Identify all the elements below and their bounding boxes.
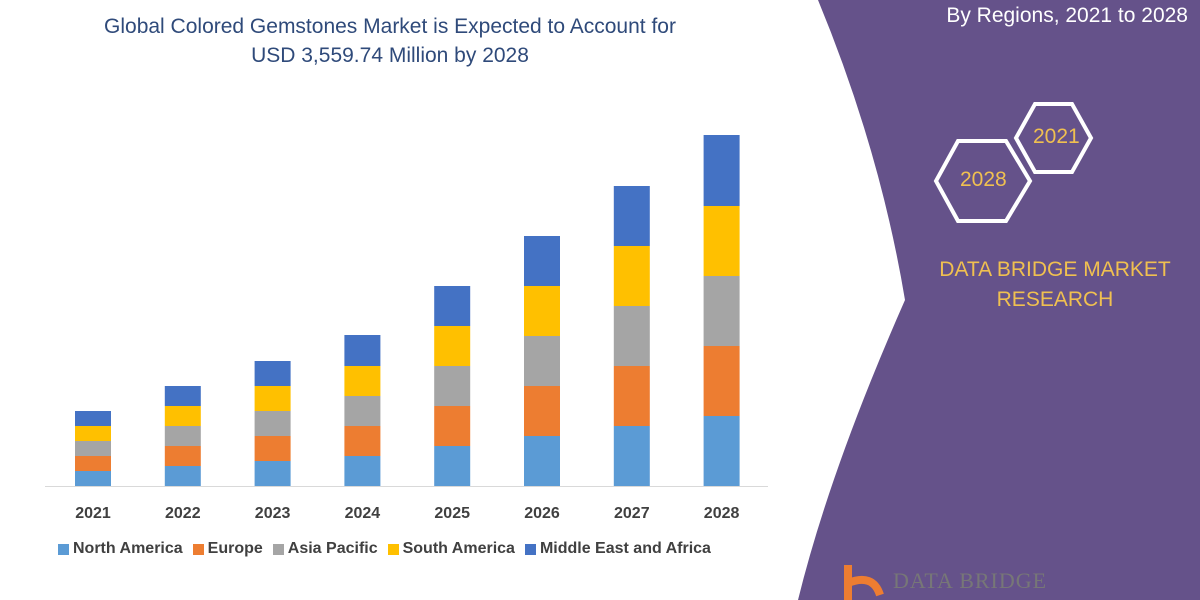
bar-segment-2027-3 bbox=[613, 246, 650, 306]
bar-segment-2026-3 bbox=[524, 286, 560, 336]
legend-label: North America bbox=[73, 540, 183, 557]
hex-year-2021: 2021 bbox=[1033, 125, 1080, 148]
x-tick-label: 2023 bbox=[255, 505, 291, 522]
bar-segment-2027-1 bbox=[613, 366, 650, 426]
chart-title: Global Colored Gemstones Market is Expec… bbox=[40, 12, 740, 70]
brand-line-2: RESEARCH bbox=[996, 288, 1114, 311]
x-tick-label: 2026 bbox=[524, 505, 560, 522]
legend-swatch bbox=[272, 543, 284, 555]
bar-segment-2021-0 bbox=[75, 471, 111, 486]
legend-swatch bbox=[387, 543, 399, 555]
title-line-1: Global Colored Gemstones Market is Expec… bbox=[104, 15, 676, 38]
hexagon-2021 bbox=[1013, 102, 1094, 174]
bar-segment-2021-2 bbox=[75, 441, 111, 456]
bar-segment-2022-0 bbox=[164, 466, 201, 486]
purple-side-panel bbox=[798, 0, 1200, 600]
bar-segment-2026-4 bbox=[524, 236, 560, 286]
bar-segment-2025-4 bbox=[434, 286, 471, 326]
bar-segment-2023-4 bbox=[254, 361, 291, 386]
x-tick-label: 2027 bbox=[614, 505, 650, 522]
bar-segment-2021-1 bbox=[75, 456, 111, 471]
x-tick-label: 2021 bbox=[75, 505, 111, 522]
brand-name: DATA BRIDGE MARKET RESEARCH bbox=[920, 255, 1190, 315]
bar-segment-2025-2 bbox=[434, 366, 471, 406]
bar-segment-2028-1 bbox=[703, 346, 740, 416]
x-tick-label: 2024 bbox=[345, 505, 381, 522]
bar-segment-2024-3 bbox=[344, 366, 381, 396]
bar-segment-2023-2 bbox=[254, 411, 291, 436]
bar-segment-2024-2 bbox=[344, 396, 381, 426]
bar-segment-2025-3 bbox=[434, 326, 471, 366]
bar-segment-2027-0 bbox=[613, 426, 650, 486]
legend-swatch bbox=[192, 543, 204, 555]
bar-segment-2026-2 bbox=[524, 336, 560, 386]
bar-segment-2027-4 bbox=[613, 186, 650, 246]
bar-segment-2028-3 bbox=[703, 206, 740, 276]
bar-segment-2027-2 bbox=[613, 306, 650, 366]
bar-segment-2024-0 bbox=[344, 456, 381, 486]
brand-line-1: DATA BRIDGE MARKET bbox=[939, 258, 1171, 281]
legend-item: Europe bbox=[192, 540, 263, 558]
x-tick-label: 2025 bbox=[434, 505, 470, 522]
bar-segment-2022-2 bbox=[164, 426, 201, 446]
bar-segment-2024-1 bbox=[344, 426, 381, 456]
bar-segment-2022-1 bbox=[164, 446, 201, 466]
bar-segment-2023-0 bbox=[254, 461, 291, 486]
logo-icon bbox=[844, 565, 884, 600]
legend-label: Middle East and Africa bbox=[539, 540, 711, 557]
legend-swatch bbox=[524, 543, 536, 555]
title-line-2: USD 3,559.74 Million by 2028 bbox=[251, 44, 529, 67]
hex-year-2028: 2028 bbox=[960, 168, 1007, 191]
bar-segment-2025-1 bbox=[434, 406, 471, 446]
legend-label: Europe bbox=[207, 540, 263, 557]
hexagon-2028 bbox=[933, 139, 1033, 223]
subtitle: By Regions, 2021 to 2028 bbox=[946, 4, 1188, 27]
bar-segment-2026-0 bbox=[524, 436, 560, 486]
bar-segment-2022-4 bbox=[164, 386, 201, 406]
bar-segment-2023-3 bbox=[254, 386, 291, 411]
x-tick-label: 2028 bbox=[704, 505, 740, 522]
bar-segment-2024-4 bbox=[344, 335, 381, 366]
x-tick-label: 2022 bbox=[165, 505, 201, 522]
legend-item: Asia Pacific bbox=[272, 540, 378, 558]
bar-segment-2023-1 bbox=[254, 436, 291, 461]
legend-item: North America bbox=[58, 540, 183, 558]
legend-item: Middle East and Africa bbox=[524, 540, 711, 558]
bar-segment-2025-0 bbox=[434, 446, 471, 486]
bar-segment-2028-2 bbox=[703, 276, 740, 346]
bar-segment-2028-0 bbox=[703, 416, 740, 486]
bar-segment-2021-4 bbox=[75, 411, 111, 426]
bar-segment-2021-3 bbox=[75, 426, 111, 441]
bar-segment-2028-4 bbox=[703, 135, 740, 206]
legend-label: Asia Pacific bbox=[287, 540, 378, 557]
legend-swatch bbox=[58, 543, 69, 555]
legend-label: South America bbox=[402, 540, 515, 557]
logo-text: DATA BRIDGE bbox=[893, 568, 1048, 593]
stacked-bar-chart: 2021 2022 2023 2024 2025 2026 2027 2028 bbox=[45, 135, 768, 522]
legend: North America Europe Asia Pacific South Ame… bbox=[58, 540, 711, 558]
bar-segment-2022-3 bbox=[164, 406, 201, 426]
legend-item: South America bbox=[387, 540, 515, 558]
bar-segment-2026-1 bbox=[524, 386, 560, 436]
